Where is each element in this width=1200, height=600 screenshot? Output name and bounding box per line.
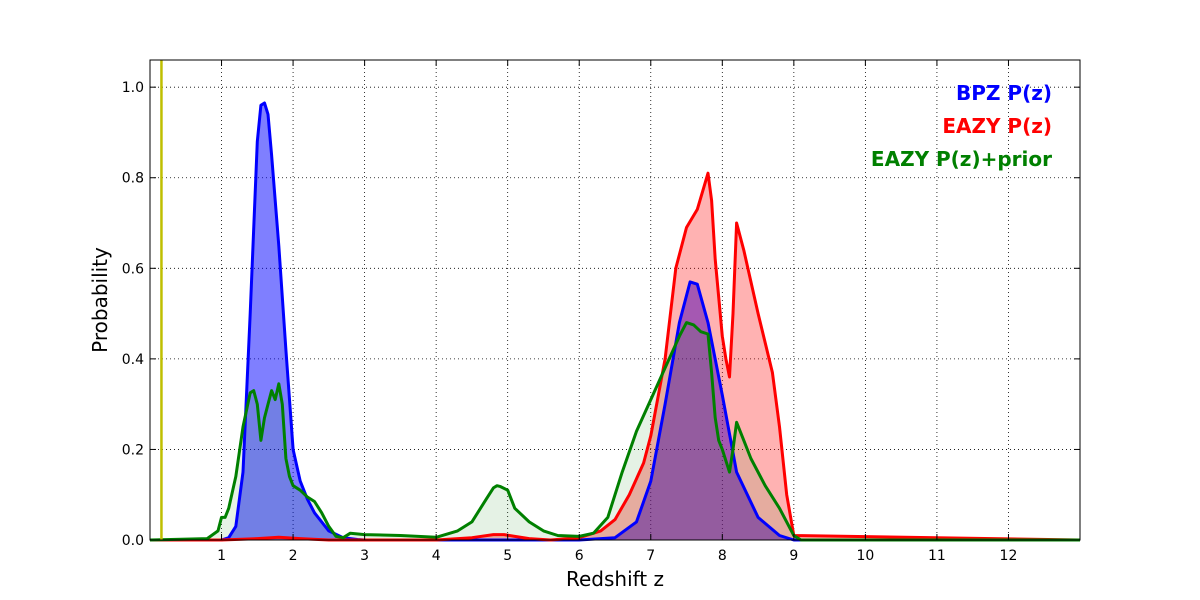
x-tick-label: 11: [928, 548, 946, 564]
x-tick-label: 2: [289, 548, 298, 564]
y-tick-label: 1.0: [122, 80, 144, 96]
legend-label-eazy-prior: EAZY P(z)+prior: [871, 147, 1052, 171]
y-axis-ticks: 0.0 0.2 0.4 0.6 0.8 1.0: [122, 80, 1080, 549]
series-line-2: [149, 321, 1080, 542]
y-axis-title: Probability: [88, 247, 112, 353]
x-tick-label: 12: [1000, 548, 1018, 564]
x-tick-label: 4: [432, 548, 441, 564]
legend-label-eazy: EAZY P(z): [942, 114, 1052, 138]
x-tick-label: 10: [856, 548, 874, 564]
legend-label-bpz: BPZ P(z): [956, 81, 1052, 105]
y-tick-label: 0.2: [122, 442, 144, 458]
y-tick-label: 0.6: [122, 261, 144, 277]
x-tick-label: 7: [646, 548, 655, 564]
x-tick-label: 1: [217, 548, 226, 564]
series-fill-0: [150, 103, 1080, 540]
x-tick-label: 9: [789, 548, 798, 564]
legend: BPZ P(z) EAZY P(z) EAZY P(z)+prior: [871, 81, 1052, 171]
x-tick-label: 5: [503, 548, 512, 564]
x-tick-label: 8: [718, 548, 727, 564]
x-axis-ticks: 1 2 3 4 5 6 7 8 9 10 11 12: [217, 60, 1017, 564]
y-tick-label: 0.4: [122, 352, 144, 368]
y-tick-label: 0.0: [122, 533, 144, 549]
x-axis-title: Redshift z: [566, 567, 664, 591]
plot-frame: [149, 59, 1081, 541]
x-tick-label: 6: [575, 548, 584, 564]
y-tick-label: 0.8: [122, 171, 144, 187]
x-tick-label: 3: [360, 548, 369, 564]
